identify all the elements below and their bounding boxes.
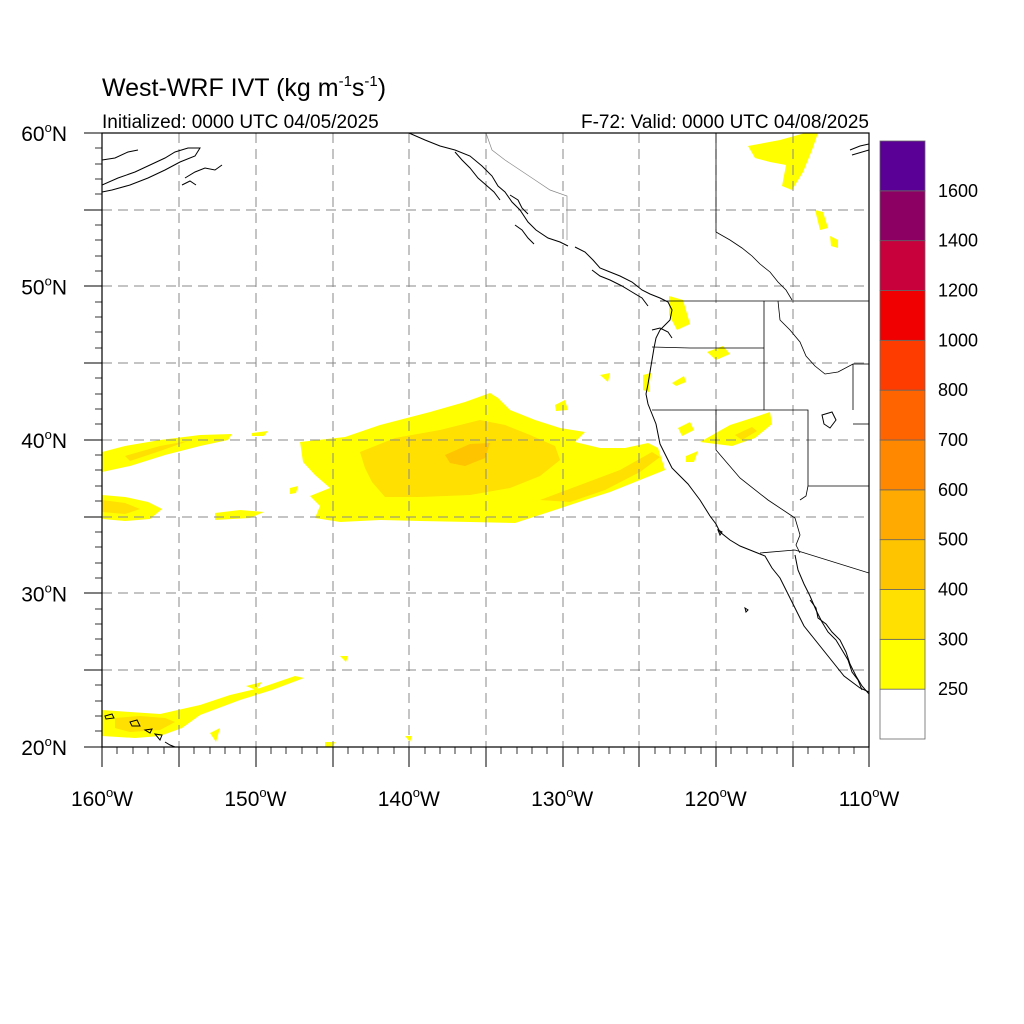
longitude-labels: 160oW 150oW 140oW 130oW 120oW 110oW [71,785,900,811]
lon-label-120: 120oW [685,785,747,811]
colorbar-box-5 [879,439,926,491]
country-boundary-ak [485,133,568,240]
coast-gulf-alaska [408,133,569,247]
colorbar-label-250: 250 [938,679,968,699]
colorbar-box-8 [879,290,926,341]
ivt-shading [102,133,838,747]
colorbar-label-1400: 1400 [938,231,978,251]
colorbar-box-9 [879,240,926,291]
figure-title: West-WRF IVT (kg m-1s-1) [102,73,386,102]
coast-alaska-west [102,147,201,193]
axis-minor-ticks [95,147,855,754]
lat-label-50: 50oN [21,274,67,300]
coast-baja [794,554,863,691]
colorbar-label-700: 700 [938,430,968,450]
colorbar-box-10 [879,190,926,242]
valid-time-label: F-72: Valid: 0000 UTC 04/08/2025 [581,112,869,133]
colorbar-box-6 [879,389,926,441]
lat-label-30: 30oN [21,581,67,607]
ivt-tongue [540,452,660,502]
colorbar-box-4 [879,489,926,541]
lon-label-150: 150oW [224,785,286,811]
lon-label-140: 140oW [378,785,440,811]
colorbar-label-1000: 1000 [938,330,978,350]
colorbar-box-3 [879,539,926,590]
lat-label-60: 60oN [21,120,67,146]
ivt-core [445,443,490,466]
colorbar-box-1 [879,638,926,690]
colorbar: 250 300 400 500 600 700 800 1000 1200 1400 1600 [879,140,978,740]
ivt-west-band [102,434,232,472]
colorbar-label-500: 500 [938,530,968,550]
lat-label-20: 20oN [21,734,67,760]
axis-ticks [84,132,870,767]
colorbar-box-7 [879,339,926,391]
colorbar-box-0 [879,688,926,740]
init-time-label: Initialized: 0000 UTC 04/05/2025 [102,112,379,133]
coastlines [102,133,869,747]
lon-label-130: 130oW [531,785,593,811]
colorbar-box-11 [879,140,926,192]
colorbar-label-800: 800 [938,380,968,400]
latitude-labels: 60oN 50oN 40oN 30oN 20oN [21,120,67,760]
map-area [102,133,869,747]
state-boundaries [651,133,869,574]
colorbar-label-600: 600 [938,480,968,500]
colorbar-label-1200: 1200 [938,281,978,301]
lon-label-110: 110oW [839,785,900,811]
colorbar-label-400: 400 [938,580,968,600]
colorbar-label-1600: 1600 [938,181,978,201]
colorbar-label-300: 300 [938,629,968,649]
lon-label-160: 160oW [71,785,133,811]
lat-label-40: 40oN [21,427,67,453]
colorbar-box-2 [879,589,926,640]
